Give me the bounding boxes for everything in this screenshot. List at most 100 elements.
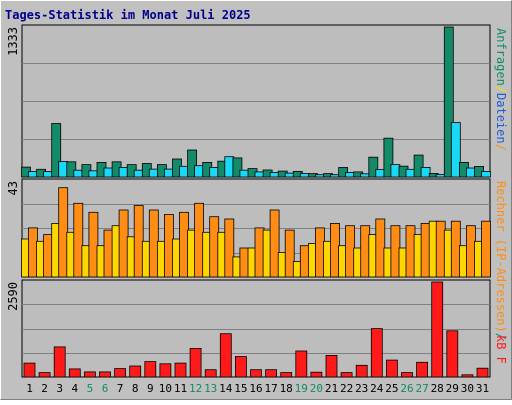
right-label-kbytes: kB F bbox=[494, 335, 508, 364]
bar-dateien-day-10 bbox=[163, 168, 174, 178]
bar-dateien-day-22 bbox=[345, 172, 356, 178]
bar-dateien-day-17 bbox=[269, 172, 280, 178]
x-tick-label: 31 bbox=[476, 382, 489, 395]
bar-besuche-day-20 bbox=[314, 227, 325, 278]
bar-kb-f-day-9 bbox=[144, 361, 157, 378]
bar-dateien-day-1 bbox=[28, 171, 38, 178]
bar-kb-f-day-2 bbox=[38, 372, 51, 378]
bar-kb-f-day-28 bbox=[431, 281, 444, 378]
bar-anfragen-day-29 bbox=[443, 26, 454, 178]
right-label-slash: / bbox=[494, 144, 508, 151]
bar-kb-f-day-17 bbox=[265, 369, 278, 378]
bar-besuche-day-26 bbox=[405, 225, 416, 278]
bar-dateien-day-5 bbox=[88, 170, 99, 178]
panel-middle: 43 bbox=[6, 178, 491, 278]
bar-dateien-day-16 bbox=[254, 171, 265, 178]
bar-anfragen-day-27 bbox=[413, 154, 424, 178]
bar-kb-f-day-24 bbox=[370, 328, 383, 378]
bar-dateien-day-3 bbox=[58, 161, 69, 178]
bar-kb-f-day-29 bbox=[446, 330, 459, 378]
bar-anfragen-day-12 bbox=[187, 149, 198, 178]
y-max-label: 2590 bbox=[6, 282, 20, 311]
bar-kb-f-day-5 bbox=[84, 371, 96, 378]
bar-besuche-day-22 bbox=[345, 225, 356, 278]
bar-kb-f-day-14 bbox=[219, 333, 232, 378]
bar-besuche-day-16 bbox=[254, 227, 265, 278]
x-tick-label: 5 bbox=[87, 382, 94, 395]
bar-besuche-day-11 bbox=[179, 211, 189, 278]
bar-besuche-day-5 bbox=[88, 211, 99, 278]
chart-title: Tages-Statistik im Monat Juli 2025 bbox=[5, 8, 251, 22]
bar-anfragen-day-25 bbox=[383, 137, 394, 178]
x-tick-label: 6 bbox=[102, 382, 109, 395]
x-tick-label: 10 bbox=[159, 382, 172, 395]
bar-besuche-day-17 bbox=[269, 209, 280, 278]
bar-kb-f-day-25 bbox=[385, 359, 398, 378]
right-label-top: Anfragen/Dateien/ bbox=[494, 28, 508, 151]
x-tick-label: 13 bbox=[204, 382, 217, 395]
x-tick-label: 26 bbox=[400, 382, 413, 395]
right-label-files: Dateien bbox=[494, 93, 508, 144]
bar-besuche-day-4 bbox=[73, 202, 84, 278]
bar-kb-f-day-23 bbox=[355, 364, 368, 378]
x-tick-label: 25 bbox=[385, 382, 398, 395]
bar-besuche-day-30 bbox=[465, 225, 476, 278]
bar-kb-f-day-30 bbox=[461, 374, 474, 378]
bar-besuche-day-2 bbox=[43, 234, 53, 278]
bar-kb-f-day-1 bbox=[23, 362, 36, 378]
bar-dateien-day-11 bbox=[179, 165, 189, 178]
y-max-label: 1333 bbox=[6, 27, 20, 56]
bar-kb-f-day-22 bbox=[340, 372, 353, 378]
bar-dateien-day-15 bbox=[239, 169, 250, 178]
bar-kb-f-day-3 bbox=[53, 346, 66, 378]
bar-dateien-day-26 bbox=[405, 168, 416, 178]
x-tick-label: 24 bbox=[370, 382, 384, 395]
bar-kb-f-day-6 bbox=[99, 371, 111, 378]
bar-besuche-day-27 bbox=[420, 222, 431, 278]
bar-kb-f-day-11 bbox=[174, 362, 187, 378]
bar-besuche-day-3 bbox=[58, 187, 69, 278]
bar-kb-f-day-16 bbox=[250, 369, 262, 378]
bar-kb-f-day-4 bbox=[68, 368, 81, 378]
x-tick-label: 9 bbox=[147, 382, 154, 395]
right-label-requests: Anfragen bbox=[494, 28, 508, 86]
bar-dateien-day-20 bbox=[314, 174, 325, 178]
bar-besuche-day-14 bbox=[224, 218, 235, 278]
x-tick-label: 3 bbox=[56, 382, 63, 395]
right-label-hosts: Rechner (IP-Adressen) bbox=[494, 181, 508, 333]
x-tick-label: 27 bbox=[415, 382, 428, 395]
x-tick-label: 2 bbox=[41, 382, 48, 395]
bar-kb-f-day-21 bbox=[325, 354, 338, 378]
x-tick-label: 19 bbox=[295, 382, 308, 395]
bar-besuche-day-6 bbox=[103, 229, 114, 278]
bar-besuche-day-29 bbox=[450, 220, 461, 278]
right-label-middle: Rechner (IP-Adressen)/ bbox=[494, 181, 508, 340]
bar-dateien-day-12 bbox=[194, 165, 205, 178]
bar-kb-f-day-15 bbox=[234, 356, 247, 378]
bar-dateien-day-6 bbox=[103, 167, 114, 178]
bar-besuche-day-21 bbox=[330, 222, 340, 278]
bar-dateien-day-14 bbox=[224, 156, 235, 178]
bar-kb-f-day-31 bbox=[476, 367, 489, 378]
x-axis-day-labels: 1 2 3 4 5 6 7 8 9 10 11 12 13 14 15 16 17 18 19 20 21 22 23 24 2… bbox=[26, 382, 489, 395]
chart-panels: 1333 43 2590 bbox=[6, 24, 491, 378]
bar-dateien-day-23 bbox=[360, 173, 371, 178]
x-tick-label: 17 bbox=[264, 382, 277, 395]
bar-dateien-day-18 bbox=[284, 172, 295, 178]
bar-dateien-day-31 bbox=[481, 170, 491, 178]
x-tick-label: 7 bbox=[117, 382, 124, 395]
bar-besuche-day-28 bbox=[435, 220, 446, 278]
bar-besuche-day-24 bbox=[375, 218, 386, 278]
bar-dateien-day-24 bbox=[375, 169, 386, 178]
bar-dateien-day-4 bbox=[73, 169, 84, 178]
bar-besuche-day-9 bbox=[148, 209, 159, 278]
x-tick-label: 1 bbox=[26, 382, 33, 395]
x-tick-label: 12 bbox=[189, 382, 202, 395]
right-label-slash: / bbox=[494, 86, 508, 93]
right-label-bottom: kB F bbox=[494, 335, 508, 364]
bar-kb-f-day-10 bbox=[159, 363, 172, 378]
x-tick-label: 14 bbox=[219, 382, 233, 395]
x-tick-label: 20 bbox=[310, 382, 323, 395]
x-tick-label: 8 bbox=[132, 382, 139, 395]
